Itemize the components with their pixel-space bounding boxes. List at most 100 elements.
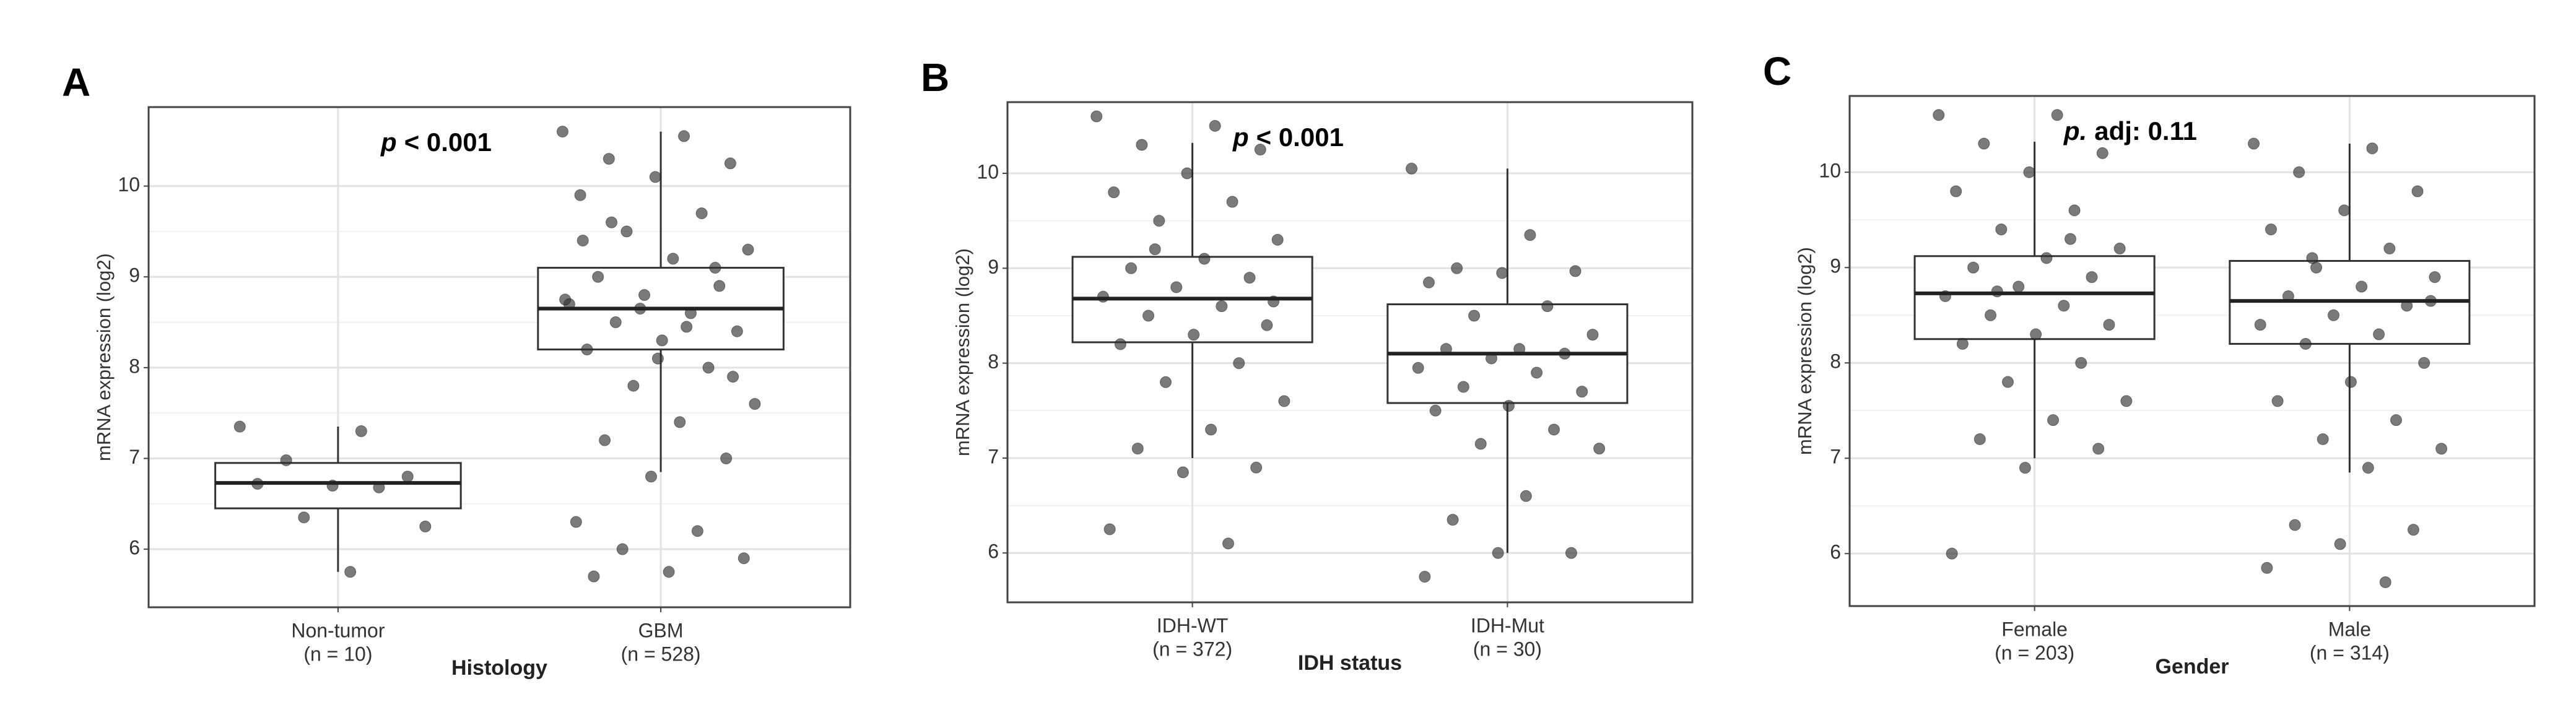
data-point (678, 130, 690, 142)
data-point (1496, 267, 1508, 279)
data-point (1136, 139, 1148, 151)
y-tick-label: 10 (118, 173, 140, 196)
plot-background (149, 107, 850, 607)
data-point (606, 216, 618, 228)
data-point (1457, 381, 1469, 393)
data-point (2271, 395, 2284, 407)
annotation: p < 0.001 (1232, 123, 1344, 152)
data-point (1090, 110, 1103, 123)
y-tick-label: 7 (129, 446, 140, 468)
data-point (2012, 280, 2025, 293)
data-point (1548, 423, 1560, 436)
data-point (1097, 290, 1109, 303)
annotation-italic: p (1232, 123, 1249, 152)
data-point (570, 516, 582, 528)
data-point (1153, 215, 1165, 227)
data-point (1198, 253, 1211, 265)
data-point (2344, 376, 2357, 388)
data-point (559, 293, 572, 306)
data-point (1177, 466, 1189, 479)
annotation: p < 0.001 (380, 128, 492, 157)
data-point (2373, 328, 2385, 340)
data-point (1978, 137, 1990, 150)
annotation-text: adj: 0.11 (2094, 116, 2197, 145)
data-point (1422, 276, 1435, 288)
y-tick-label: 10 (1819, 160, 1841, 182)
data-point (1586, 329, 1599, 341)
y-axis-title: mRNA expression (log2) (952, 248, 973, 456)
data-point (2407, 524, 2419, 536)
data-point (1278, 395, 1290, 407)
data-point (1569, 265, 1582, 277)
data-point (419, 520, 432, 532)
data-point (720, 453, 733, 465)
data-point (2065, 233, 2077, 245)
data-point (1995, 223, 2008, 236)
data-point (2334, 538, 2346, 550)
data-point (2103, 319, 2115, 331)
data-point (1502, 400, 1515, 412)
data-point (1447, 514, 1459, 526)
data-point (1243, 272, 1256, 284)
data-point (2383, 242, 2396, 254)
data-point (2356, 280, 2368, 293)
x-tick-label: Non-tumor (291, 619, 385, 641)
data-point (1531, 366, 1543, 379)
y-tick-label: 6 (129, 537, 140, 559)
data-point (1188, 329, 1200, 341)
plot-border (147, 106, 851, 609)
data-point (724, 157, 736, 170)
data-point (280, 454, 292, 466)
data-point (1468, 310, 1481, 322)
n-label: (n = 372) (1152, 638, 1232, 660)
data-point (2435, 443, 2448, 455)
data-point (1250, 461, 1263, 474)
n-label: (n = 203) (1995, 641, 2074, 664)
n-label: (n = 314) (2310, 641, 2390, 664)
annotation: p. adj: 0.11 (2063, 116, 2197, 145)
y-tick-label: 8 (129, 355, 140, 377)
data-point (2096, 147, 2108, 159)
x-tick-label: Female (2001, 618, 2068, 640)
data-point (1149, 243, 1161, 256)
y-tick-label: 9 (1830, 255, 1841, 277)
x-axis-title: IDH status (1298, 651, 1402, 675)
data-point (2293, 166, 2305, 178)
data-point (742, 243, 754, 256)
data-point (645, 470, 657, 483)
data-point (2058, 300, 2070, 312)
data-point (1108, 186, 1120, 199)
y-axis-title: mRNA expression (log2) (93, 253, 115, 461)
data-point (233, 420, 246, 433)
data-point (1541, 300, 1554, 313)
data-point (702, 362, 715, 374)
data-point (1593, 443, 1606, 455)
data-point (1216, 300, 1228, 313)
data-point (709, 262, 721, 274)
data-point (651, 352, 664, 365)
data-point (1524, 229, 1536, 241)
data-point (2051, 109, 2063, 121)
y-tick-label: 8 (988, 350, 999, 373)
data-point (1985, 309, 1997, 321)
data-point (1520, 490, 1532, 502)
data-point (1967, 261, 1980, 274)
data-point (1991, 285, 2003, 298)
data-point (1451, 262, 1463, 274)
panel-label: C (1763, 49, 1791, 93)
x-tick-label: IDH-WT (1157, 614, 1229, 636)
data-point (1131, 443, 1144, 455)
annotation-italic: p (380, 128, 397, 157)
data-point (1222, 537, 1235, 550)
x-tick-label: IDH-Mut (1471, 614, 1544, 636)
data-point (2261, 561, 2273, 574)
x-axis-title: Gender (2155, 655, 2229, 678)
data-point (2306, 252, 2318, 264)
panel-label: A (62, 60, 90, 105)
data-point (2411, 185, 2424, 197)
data-point (1233, 357, 1245, 370)
data-point (2366, 142, 2378, 155)
data-point (2362, 462, 2374, 474)
data-point (1114, 338, 1126, 350)
y-tick-label: 9 (129, 264, 140, 287)
